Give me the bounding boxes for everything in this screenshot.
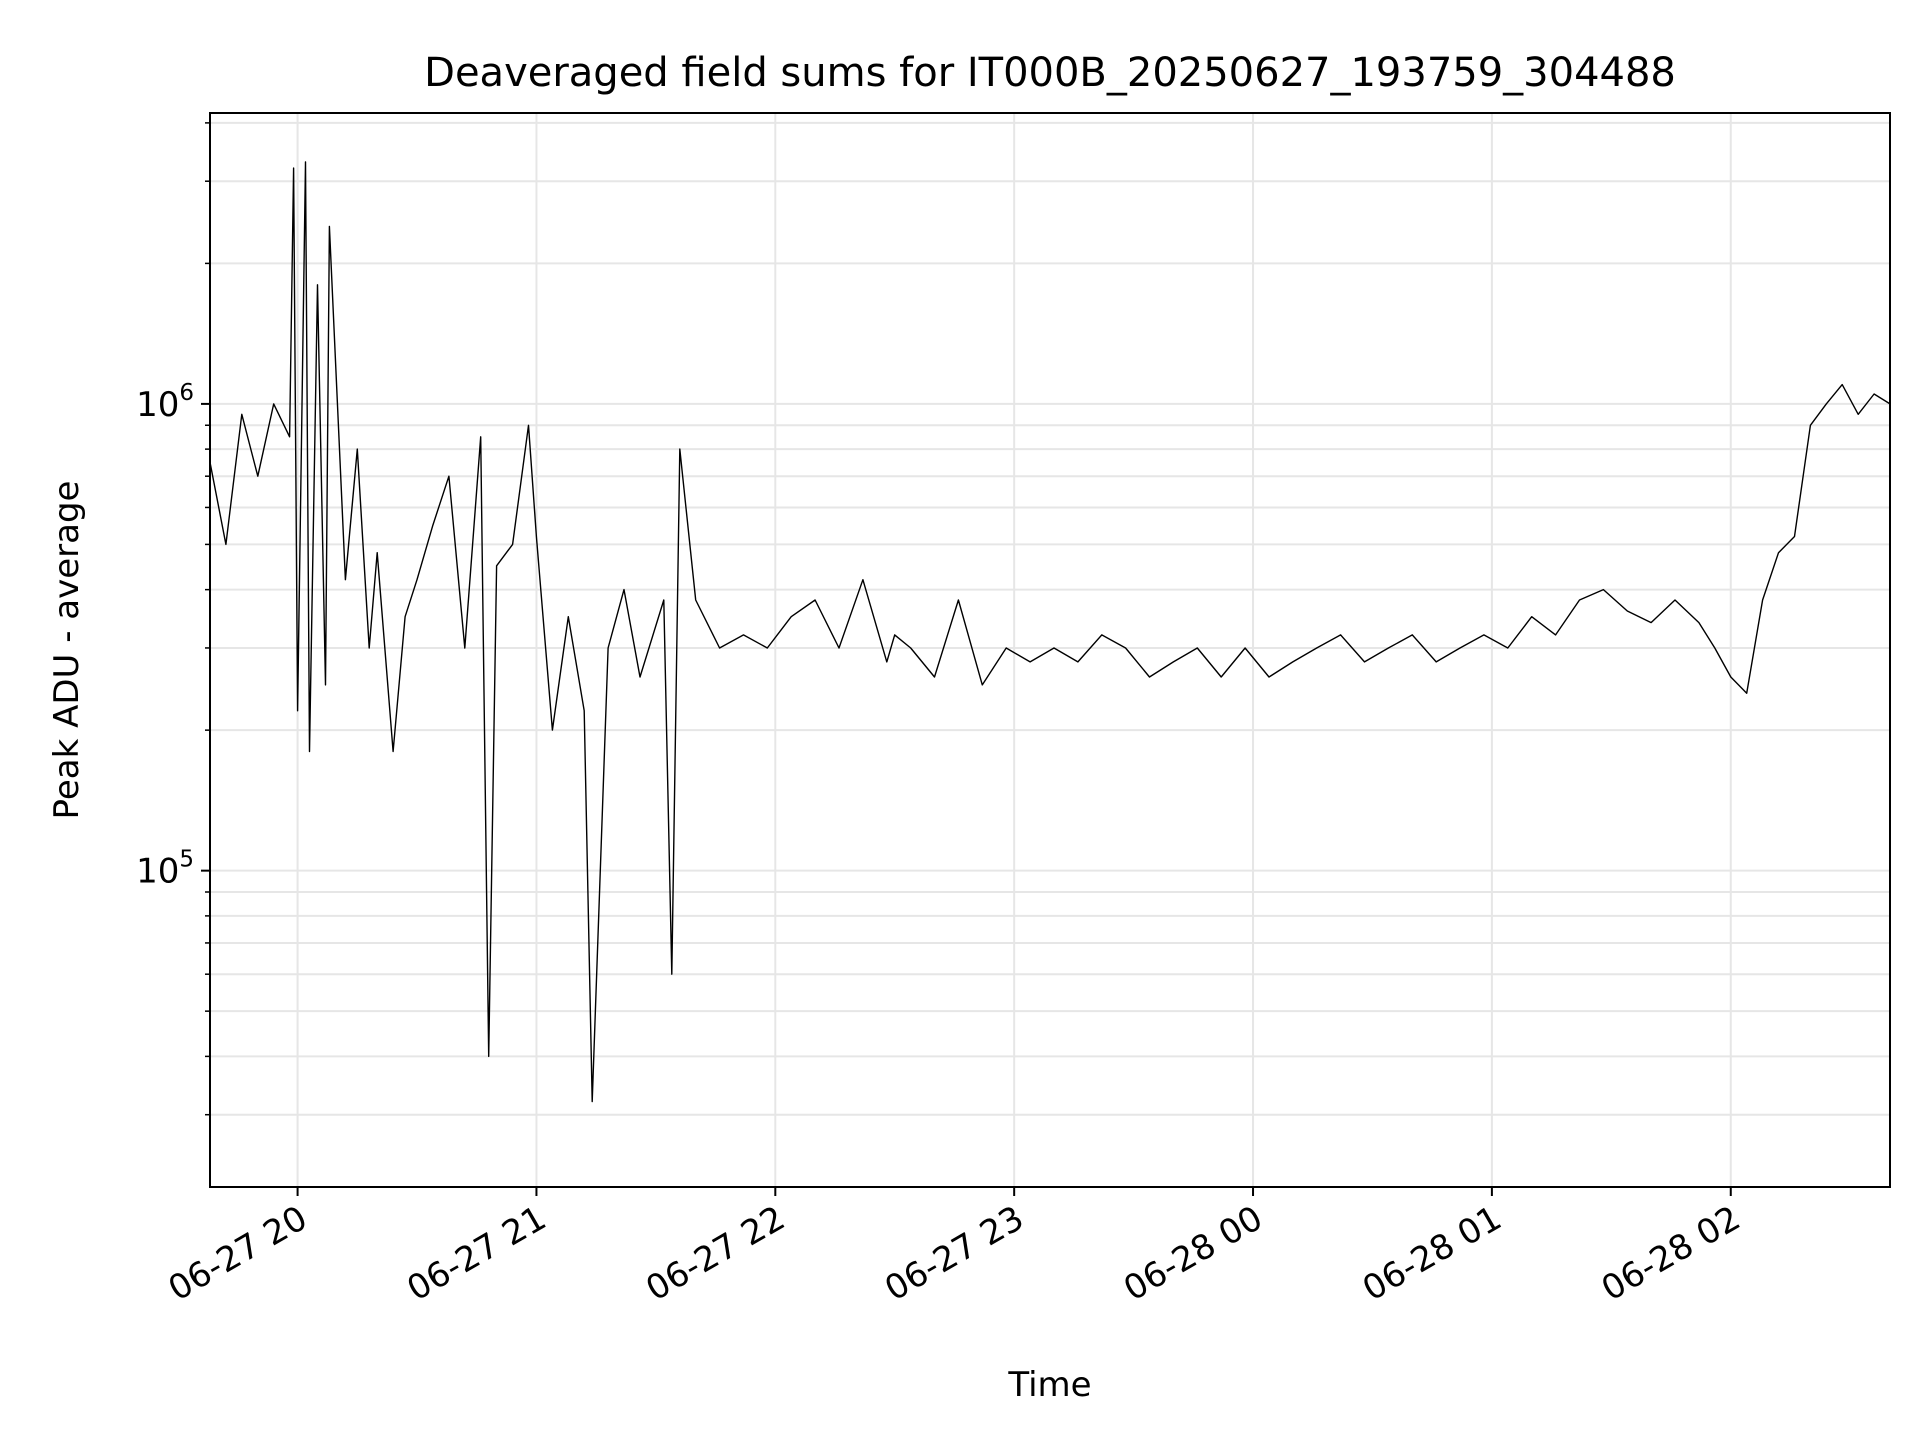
y-axis-label: Peak ADU - average: [47, 481, 87, 820]
y-tick-label: 106: [136, 380, 194, 425]
x-tick-label: 06-27 20: [162, 1198, 314, 1309]
x-tick-label: 06-27 23: [878, 1198, 1030, 1309]
x-tick-label: 06-27 22: [639, 1198, 791, 1309]
ticks: 105 106 06-27 20 06-27 21 06-27 22 06-27 23 06…: [136, 122, 1747, 1309]
x-tick-label: 06-28 01: [1356, 1198, 1508, 1309]
y-tick-label: 105: [136, 847, 194, 892]
series-line: [209, 161, 1891, 1103]
x-tick-label: 06-28 02: [1595, 1198, 1747, 1309]
x-tick-label: 06-28 00: [1117, 1198, 1269, 1309]
plot-area: [209, 161, 1891, 1103]
x-axis-label: Time: [1007, 1365, 1091, 1405]
grid: [210, 113, 1890, 1187]
axes-frame: [209, 112, 1891, 1188]
x-tick-label: 06-27 21: [401, 1198, 553, 1309]
chart-title: Deaveraged field sums for IT000B_2025062…: [424, 50, 1676, 96]
